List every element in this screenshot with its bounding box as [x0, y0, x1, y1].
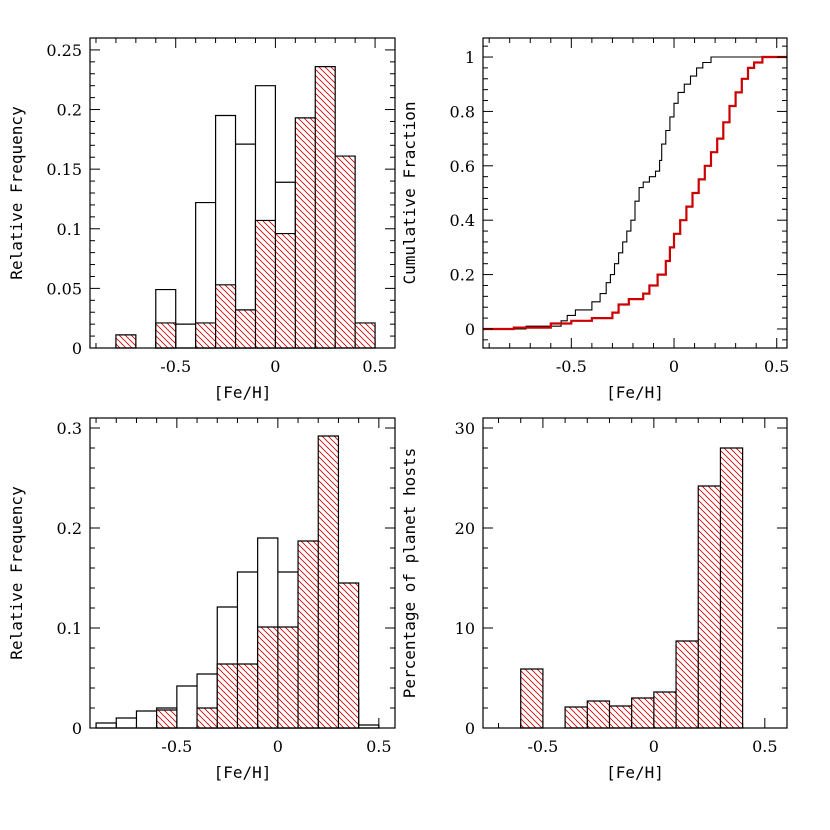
histogram-bar-hatched-5 [255, 220, 276, 348]
x-axis-label: [Fe/H] [606, 383, 664, 402]
histogram-bar-outline-1 [176, 324, 196, 348]
y-tick-label: 0.25 [46, 41, 82, 60]
y-tick-label: 0.15 [46, 160, 82, 179]
x-tick-label: 0 [649, 737, 659, 756]
histogram-bar-hatched-3 [237, 664, 258, 728]
histogram-bar-outline-1 [116, 718, 136, 728]
histogram-bar-hatched-2 [587, 701, 610, 728]
histogram-bar-hatched-3 [609, 706, 632, 728]
x-tick-label: -0.5 [527, 737, 558, 756]
plot-frame [482, 37, 788, 349]
x-axis-label: [Fe/H] [214, 383, 272, 402]
histogram-bar-hatched-6 [298, 541, 319, 728]
histogram-bar-hatched-7 [698, 486, 721, 728]
cumulative-panel-top-right: -0.5 0 0.5 0 0.2 0.4 0.6 0.8 1 [Fe/H] Cumulative F… [400, 37, 789, 402]
y-axis-label: Relative Frequency [7, 106, 26, 280]
histogram-bar-hatched-8 [315, 66, 336, 348]
x-tick-label: 0.5 [366, 737, 391, 756]
y-tick-label: 0 [72, 339, 82, 358]
y-tick-label: 0.2 [57, 101, 82, 120]
histogram-bar-outline-4 [177, 686, 197, 728]
histogram-bar-outline-0 [96, 723, 116, 728]
x-tick-label: 0.5 [752, 737, 777, 756]
histogram-panel-bottom-left: -0.5 0 0.5 0 0.1 0.2 0.3 [Fe/H] Relative Frequen… [7, 417, 396, 782]
histogram-bar-hatched-2 [195, 322, 216, 348]
histogram-bar-hatched-3 [215, 284, 236, 348]
histogram-bar-hatched-7 [295, 117, 316, 348]
y-tick-label: 0.4 [450, 211, 475, 230]
y-tick-label: 0.2 [450, 266, 475, 285]
y-tick-label: 0.05 [46, 279, 82, 298]
x-tick-label: -0.5 [556, 357, 587, 376]
histogram-bar-hatched-0 [115, 334, 136, 348]
y-tick-label: 0 [72, 719, 82, 738]
y-tick-label: 0.2 [57, 519, 82, 538]
histogram-panel-top-left: -0.5 0 0.5 0 0.05 0.1 0.15 0.2 0.25 [Fe/H] Relativ… [7, 37, 396, 402]
hatched-histogram-outline [520, 447, 744, 729]
y-tick-label: 0.1 [57, 220, 82, 239]
x-tick-label: 0.5 [764, 357, 789, 376]
histogram-bar-hatched-1 [155, 322, 176, 348]
y-axis-label: Relative Frequency [7, 486, 26, 660]
x-tick-label: -0.5 [161, 737, 192, 756]
red-step-cumulative-line [483, 55, 787, 331]
x-axis-label: [Fe/H] [606, 763, 664, 782]
y-tick-label: 0 [465, 320, 475, 339]
hatched-histogram-outline [115, 66, 376, 349]
y-tick-label: 0.1 [57, 619, 82, 638]
x-tick-label: -0.5 [160, 357, 191, 376]
y-axis-label: Percentage of planet hosts [400, 448, 419, 698]
histogram-bar-hatched-7 [318, 436, 339, 728]
histogram-bar-hatched-2 [217, 664, 238, 728]
y-tick-label: 10 [455, 619, 475, 638]
y-tick-label: 0 [465, 719, 475, 738]
plot-frame [482, 417, 788, 729]
histogram-bar-hatched-1 [197, 708, 218, 728]
histogram-bar-hatched-9 [335, 156, 356, 348]
histogram-bar-hatched-10 [355, 322, 376, 348]
histogram-bar-hatched-5 [653, 692, 677, 728]
histogram-bar-hatched-4 [631, 698, 654, 728]
y-tick-label: 1 [465, 48, 475, 67]
y-tick-label: 0.6 [450, 157, 475, 176]
histogram-bar-outline-2 [136, 711, 156, 728]
histogram-bar-hatched-4 [257, 627, 278, 728]
histogram-bar-hatched-5 [277, 627, 299, 728]
histogram-bar-hatched-0 [520, 669, 543, 728]
y-tick-label: 20 [455, 519, 475, 538]
x-tick-label: 0 [273, 737, 283, 756]
x-tick-label: 0 [669, 357, 679, 376]
y-tick-label: 30 [455, 419, 475, 438]
plot-frame [89, 417, 396, 729]
histogram-bar-hatched-6 [275, 233, 296, 348]
histogram-bar-hatched-4 [235, 309, 256, 348]
histogram-bar-hatched-1 [565, 707, 588, 728]
histogram-bar-hatched-8 [338, 583, 359, 728]
host-percentage-panel-bottom-right: -0.5 0 0.5 0 10 20 30 [Fe/H] Percentage of plane… [400, 417, 788, 782]
y-tick-label: 0.3 [57, 419, 82, 438]
histogram-bar-hatched-6 [676, 641, 699, 728]
y-axis-label: Cumulative Fraction [400, 101, 419, 284]
x-tick-label: 0.5 [362, 357, 387, 376]
histogram-bar-hatched-8 [720, 448, 743, 728]
hatched-histogram-outline [156, 435, 360, 729]
y-tick-label: 0.8 [450, 102, 475, 121]
x-axis-label: [Fe/H] [214, 763, 272, 782]
x-tick-label: 0 [270, 357, 280, 376]
histogram-bar-hatched-0 [156, 710, 177, 728]
black-step-cumulative-line [483, 56, 787, 330]
